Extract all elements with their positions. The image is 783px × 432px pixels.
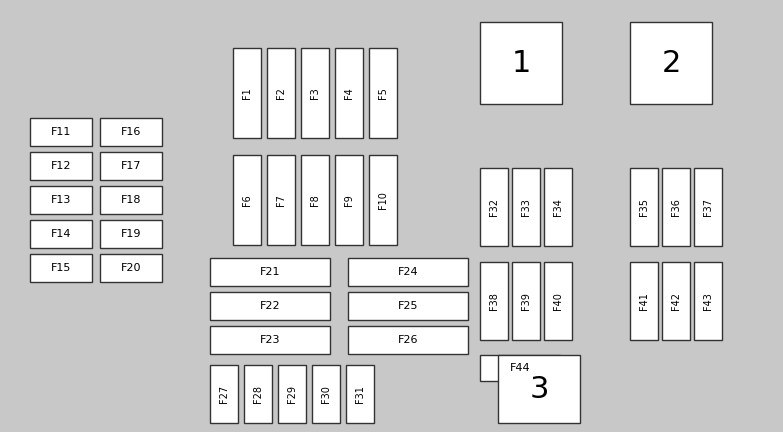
Text: F28: F28 bbox=[253, 385, 263, 403]
Text: 3: 3 bbox=[529, 375, 549, 403]
Text: F11: F11 bbox=[51, 127, 71, 137]
Text: F15: F15 bbox=[51, 263, 71, 273]
Text: 1: 1 bbox=[511, 48, 531, 77]
Bar bbox=[210, 365, 238, 423]
Bar bbox=[30, 186, 92, 214]
Text: F24: F24 bbox=[398, 267, 418, 277]
Text: F2: F2 bbox=[276, 87, 286, 99]
Bar bbox=[244, 365, 272, 423]
Bar bbox=[100, 254, 162, 282]
Text: F14: F14 bbox=[51, 229, 71, 239]
Bar bbox=[30, 152, 92, 180]
Text: F36: F36 bbox=[671, 198, 681, 216]
Bar bbox=[512, 168, 540, 246]
Bar bbox=[480, 168, 508, 246]
Bar bbox=[301, 48, 329, 138]
Text: F16: F16 bbox=[121, 127, 141, 137]
Text: F19: F19 bbox=[121, 229, 141, 239]
Text: F43: F43 bbox=[703, 292, 713, 310]
Bar bbox=[100, 220, 162, 248]
Bar bbox=[630, 22, 712, 104]
Text: F34: F34 bbox=[553, 198, 563, 216]
Bar bbox=[480, 355, 560, 381]
Bar bbox=[210, 326, 330, 354]
Bar bbox=[346, 365, 374, 423]
Text: F1: F1 bbox=[242, 87, 252, 99]
Text: F30: F30 bbox=[321, 385, 331, 403]
Bar bbox=[630, 262, 658, 340]
Bar bbox=[694, 262, 722, 340]
Text: F22: F22 bbox=[260, 301, 280, 311]
Bar bbox=[210, 292, 330, 320]
Bar bbox=[267, 48, 295, 138]
Bar bbox=[267, 155, 295, 245]
Text: F4: F4 bbox=[344, 87, 354, 99]
Bar bbox=[30, 220, 92, 248]
Text: F21: F21 bbox=[260, 267, 280, 277]
Bar bbox=[348, 258, 468, 286]
Bar bbox=[233, 155, 261, 245]
Bar bbox=[480, 262, 508, 340]
Text: F33: F33 bbox=[521, 198, 531, 216]
Bar bbox=[100, 118, 162, 146]
Text: F12: F12 bbox=[51, 161, 71, 171]
Text: F5: F5 bbox=[378, 87, 388, 99]
Text: F23: F23 bbox=[260, 335, 280, 345]
Text: F26: F26 bbox=[398, 335, 418, 345]
Text: F31: F31 bbox=[355, 385, 365, 403]
Text: F32: F32 bbox=[489, 198, 499, 216]
Bar bbox=[694, 168, 722, 246]
Bar bbox=[630, 168, 658, 246]
Text: F44: F44 bbox=[510, 363, 530, 373]
Bar bbox=[348, 326, 468, 354]
Bar bbox=[480, 22, 562, 104]
Text: F13: F13 bbox=[51, 195, 71, 205]
Bar bbox=[278, 365, 306, 423]
Bar bbox=[30, 118, 92, 146]
Bar bbox=[233, 48, 261, 138]
Bar bbox=[348, 292, 468, 320]
Bar bbox=[100, 152, 162, 180]
Text: F18: F18 bbox=[121, 195, 141, 205]
Bar bbox=[498, 355, 580, 423]
Text: F20: F20 bbox=[121, 263, 141, 273]
Text: F9: F9 bbox=[344, 194, 354, 206]
Text: F37: F37 bbox=[703, 198, 713, 216]
Text: F6: F6 bbox=[242, 194, 252, 206]
Bar bbox=[662, 168, 690, 246]
Text: F8: F8 bbox=[310, 194, 320, 206]
Text: F41: F41 bbox=[639, 292, 649, 310]
Text: F25: F25 bbox=[398, 301, 418, 311]
Text: 2: 2 bbox=[662, 48, 680, 77]
Text: F17: F17 bbox=[121, 161, 141, 171]
Bar bbox=[30, 254, 92, 282]
Text: F10: F10 bbox=[378, 191, 388, 209]
Bar bbox=[544, 262, 572, 340]
Text: F42: F42 bbox=[671, 292, 681, 310]
Bar bbox=[100, 186, 162, 214]
Text: F3: F3 bbox=[310, 87, 320, 99]
Bar bbox=[662, 262, 690, 340]
Bar bbox=[335, 48, 363, 138]
Text: F39: F39 bbox=[521, 292, 531, 310]
Bar bbox=[301, 155, 329, 245]
Bar bbox=[369, 155, 397, 245]
Text: F7: F7 bbox=[276, 194, 286, 206]
Text: F29: F29 bbox=[287, 385, 297, 403]
Bar bbox=[210, 258, 330, 286]
Bar bbox=[512, 262, 540, 340]
Bar bbox=[335, 155, 363, 245]
Bar bbox=[312, 365, 340, 423]
Bar bbox=[369, 48, 397, 138]
Text: F38: F38 bbox=[489, 292, 499, 310]
Bar bbox=[544, 168, 572, 246]
Text: F27: F27 bbox=[219, 385, 229, 403]
Text: F35: F35 bbox=[639, 198, 649, 216]
Text: F40: F40 bbox=[553, 292, 563, 310]
